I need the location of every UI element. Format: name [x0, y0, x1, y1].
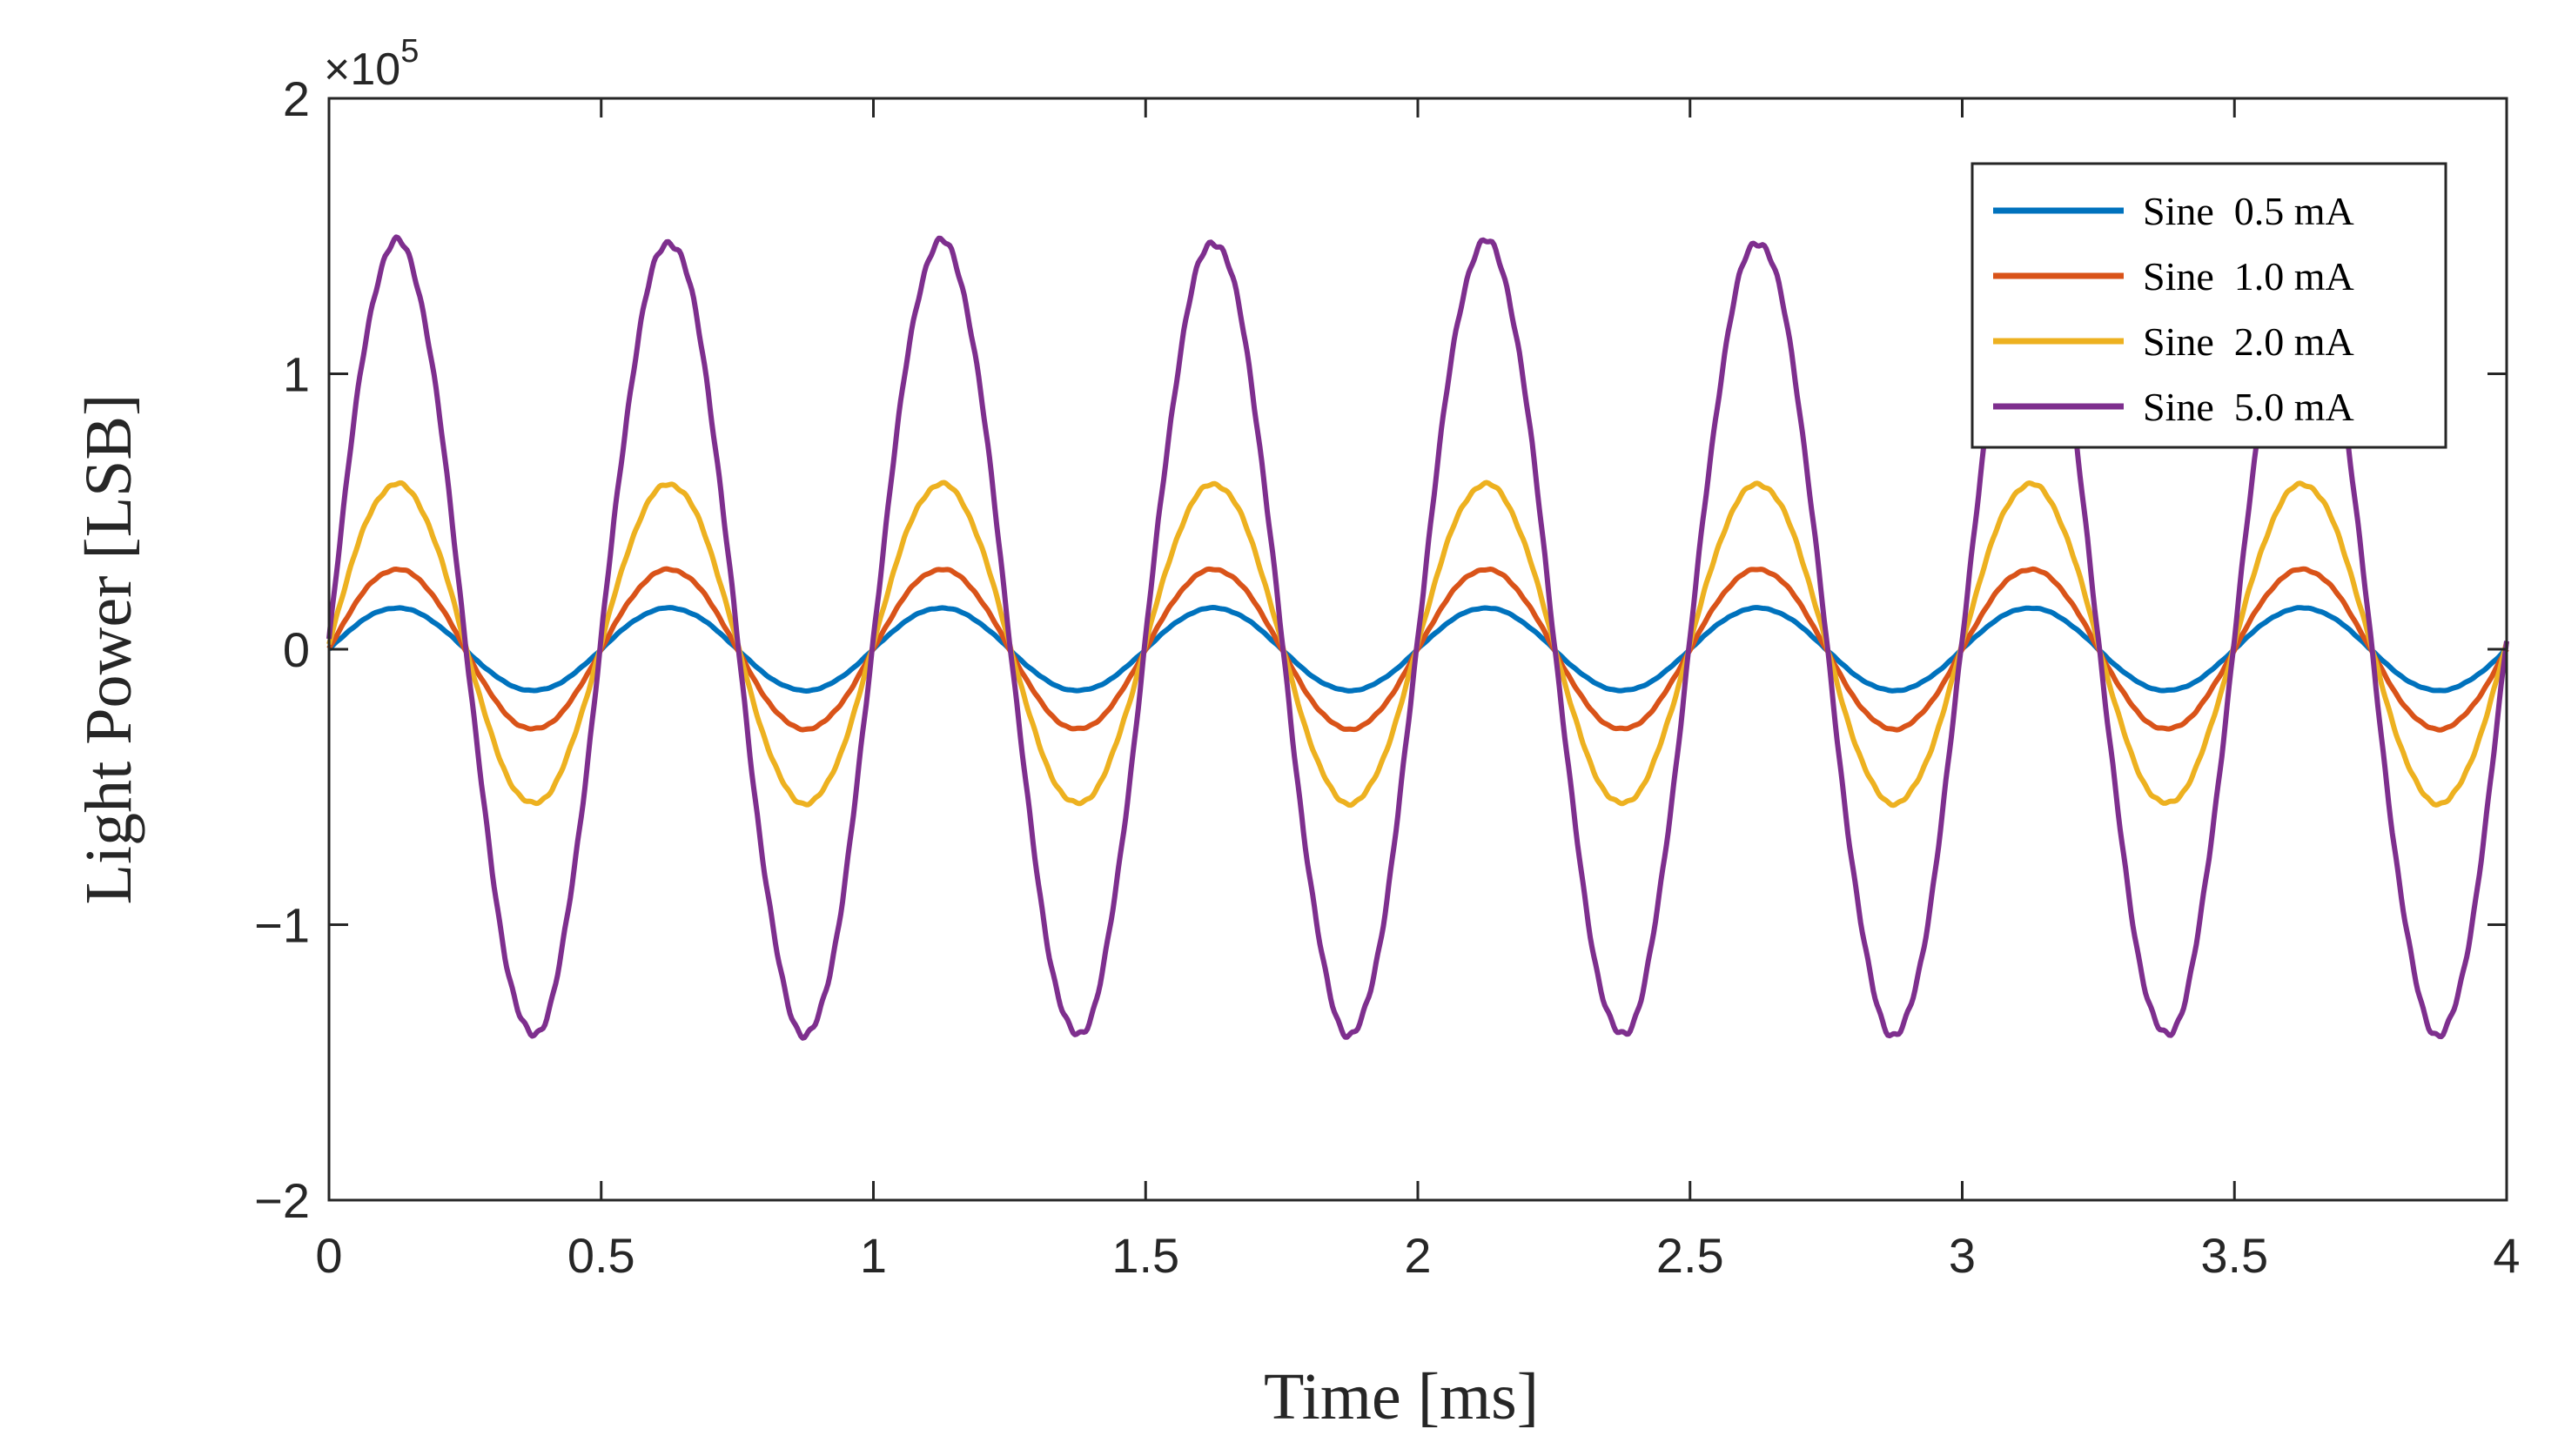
exponent-label: ×105: [324, 33, 419, 95]
y-axis-title: Light Power [LSB]: [72, 394, 145, 905]
legend-label-1: Sine 0.5 mA: [2143, 189, 2354, 233]
tick-layer: 0 0.5 1 1.5 2 2.5 3 3.5 4 −2 −1 0 1 2: [254, 71, 2520, 1283]
y-tick-label: −2: [254, 1173, 310, 1228]
x-tick-label: 0: [315, 1228, 342, 1283]
y-tick-label: 2: [283, 71, 310, 126]
legend-label-4: Sine 5.0 mA: [2143, 385, 2354, 429]
x-tick-label: 2.5: [1656, 1228, 1724, 1283]
legend: Sine 0.5 mA Sine 1.0 mA Sine 2.0 mA Sine 5.…: [1971, 162, 2447, 449]
legend-label-2: Sine 1.0 mA: [2143, 254, 2354, 299]
x-tick-label: 3.5: [2200, 1228, 2268, 1283]
x-tick-label: 1.5: [1111, 1228, 1179, 1283]
y-tick-label: 1: [283, 347, 310, 402]
series-layer: [326, 234, 2509, 1041]
x-axis-title: Time [ms]: [1264, 1360, 1539, 1433]
x-tick-label: 1: [860, 1228, 887, 1283]
x-tick-label: 4: [2493, 1228, 2520, 1283]
y-tick-label: 0: [283, 622, 310, 677]
x-tick-label: 0.5: [567, 1228, 635, 1283]
x-tick-label: 2: [1404, 1228, 1431, 1283]
x-tick-label: 3: [1949, 1228, 1976, 1283]
legend-label-3: Sine 2.0 mA: [2143, 319, 2354, 364]
y-tick-label: −1: [254, 898, 310, 953]
series-line-4: [326, 234, 2509, 1041]
